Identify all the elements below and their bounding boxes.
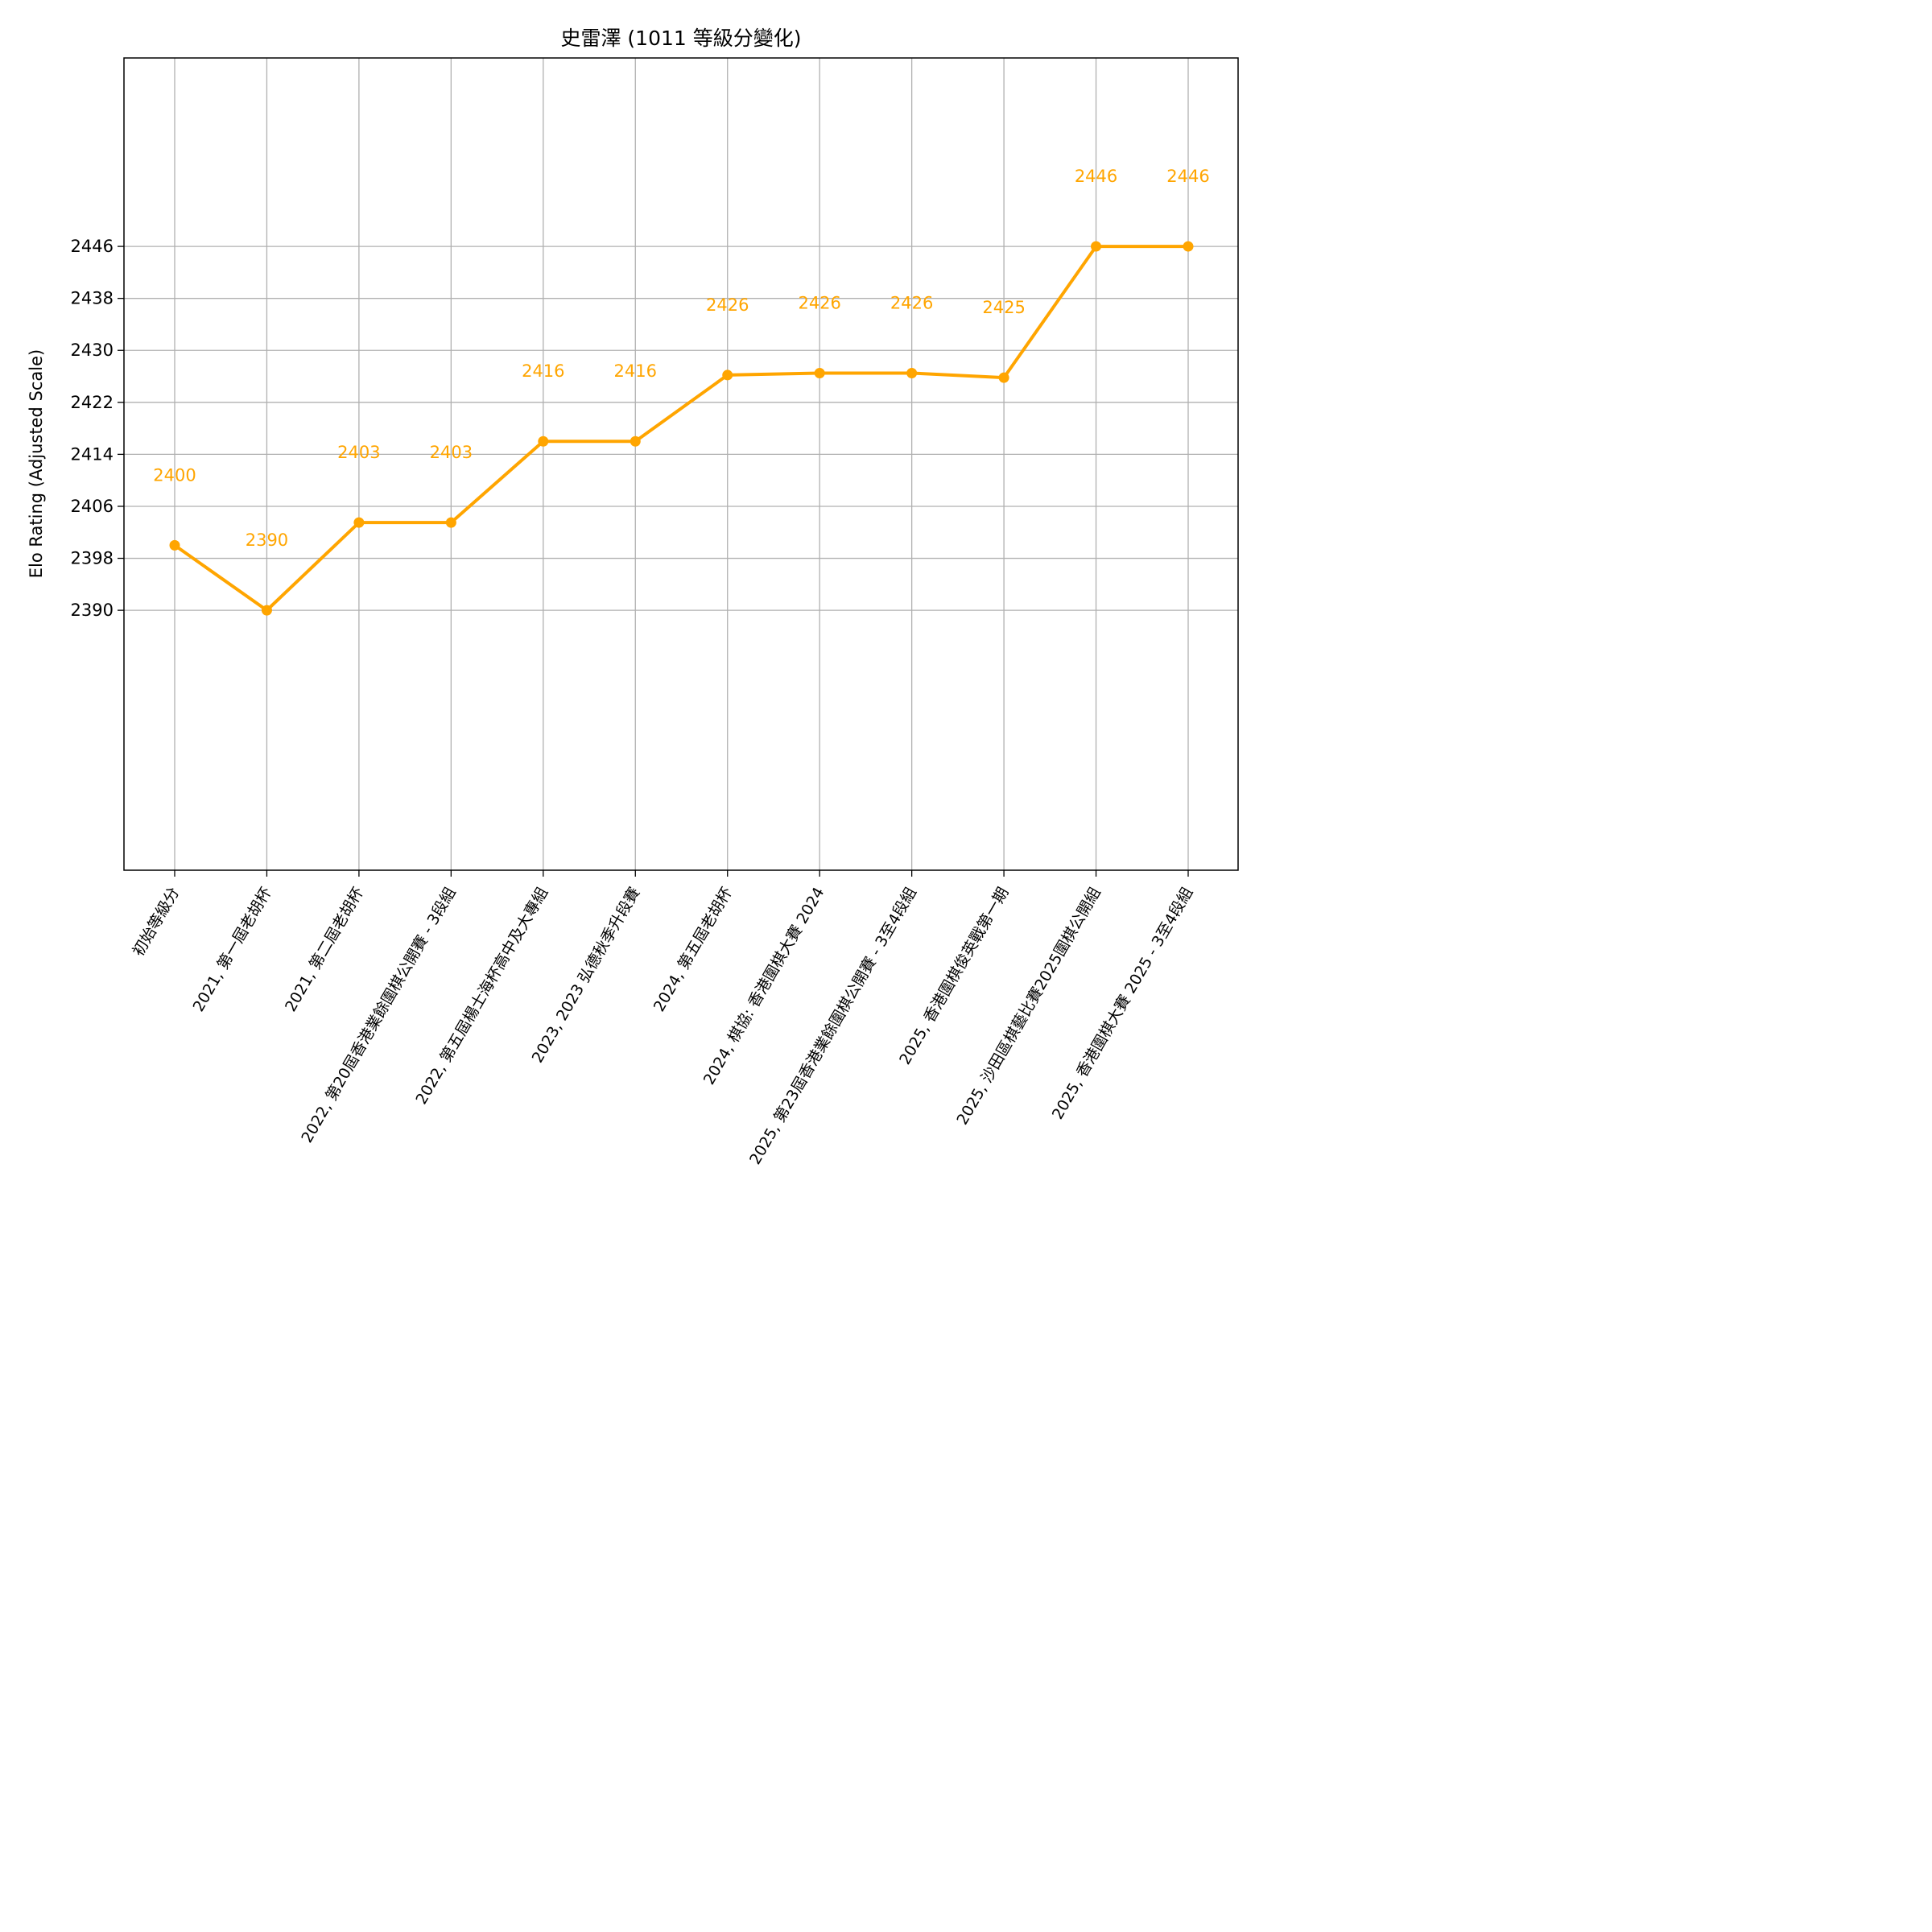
data-point — [1183, 241, 1194, 252]
x-tick-label: 2025, 香港圍棋俊英戰第一期 — [896, 885, 1012, 1068]
data-point — [353, 517, 365, 528]
x-tick-label: 2025, 第23屆香港業餘圍棋公開賽 - 3至4段組 — [746, 885, 920, 1168]
y-tick-label: 2446 — [71, 237, 114, 256]
data-label: 2403 — [337, 443, 380, 462]
data-label: 2416 — [614, 361, 657, 381]
y-tick-label: 2398 — [71, 549, 114, 568]
line-chart: 史雷澤 (1011 等級分變化) Elo Rating (Adjusted Sc… — [27, 27, 1239, 1168]
data-point — [261, 605, 272, 616]
data-label: 2403 — [430, 443, 473, 462]
data-point — [630, 436, 641, 447]
x-tick-label: 2024, 第五屆老胡杯 — [650, 885, 736, 1015]
x-tick-label: 初始等級分 — [130, 885, 184, 960]
x-tick-label: 2022, 第20屆香港業餘圍棋公開賽 - 3段組 — [298, 885, 459, 1146]
data-point — [1091, 241, 1102, 252]
x-tick-label: 2023, 2023 弘德秋季升段賽 — [529, 885, 644, 1067]
data-label: 2426 — [890, 293, 933, 312]
data-label: 2400 — [153, 465, 196, 485]
chart-container: 史雷澤 (1011 等級分變化) Elo Rating (Adjusted Sc… — [0, 0, 1262, 1262]
data-label-layer: 2400 2390 2403 2403 2416 2416 2426 2426 2426 2425… — [153, 167, 1209, 550]
x-tick-label: 2021, 第一屆老胡杯 — [190, 885, 275, 1015]
y-axis-label: Elo Rating (Adjusted Scale) — [27, 349, 46, 578]
y-tick-label: 2430 — [71, 341, 114, 360]
y-tick-label: 2390 — [71, 601, 114, 620]
data-label: 2426 — [706, 295, 749, 315]
data-label: 2426 — [798, 293, 840, 312]
data-point — [722, 369, 733, 381]
data-point — [538, 436, 549, 447]
y-tick-label: 2414 — [71, 444, 114, 464]
data-label: 2446 — [1166, 167, 1209, 186]
data-label: 2416 — [522, 361, 564, 381]
y-tick-label: 2438 — [71, 289, 114, 308]
y-tick-label: 2406 — [71, 497, 114, 516]
series-line — [173, 245, 1188, 613]
chart-title: 史雷澤 (1011 等級分變化) — [560, 27, 801, 50]
data-label: 2390 — [246, 530, 288, 550]
data-point — [998, 372, 1009, 383]
series-layer — [169, 241, 1194, 616]
x-tick-label: 2021, 第二屆老胡杯 — [282, 885, 367, 1015]
grid-layer — [124, 58, 1238, 870]
data-label: 2425 — [982, 298, 1025, 317]
plot-frame — [123, 57, 1239, 871]
data-point — [445, 517, 456, 528]
data-point — [906, 367, 918, 378]
data-point — [169, 539, 180, 551]
data-point — [814, 367, 825, 378]
data-label: 2446 — [1075, 167, 1117, 186]
y-tick-label: 2422 — [71, 393, 114, 412]
